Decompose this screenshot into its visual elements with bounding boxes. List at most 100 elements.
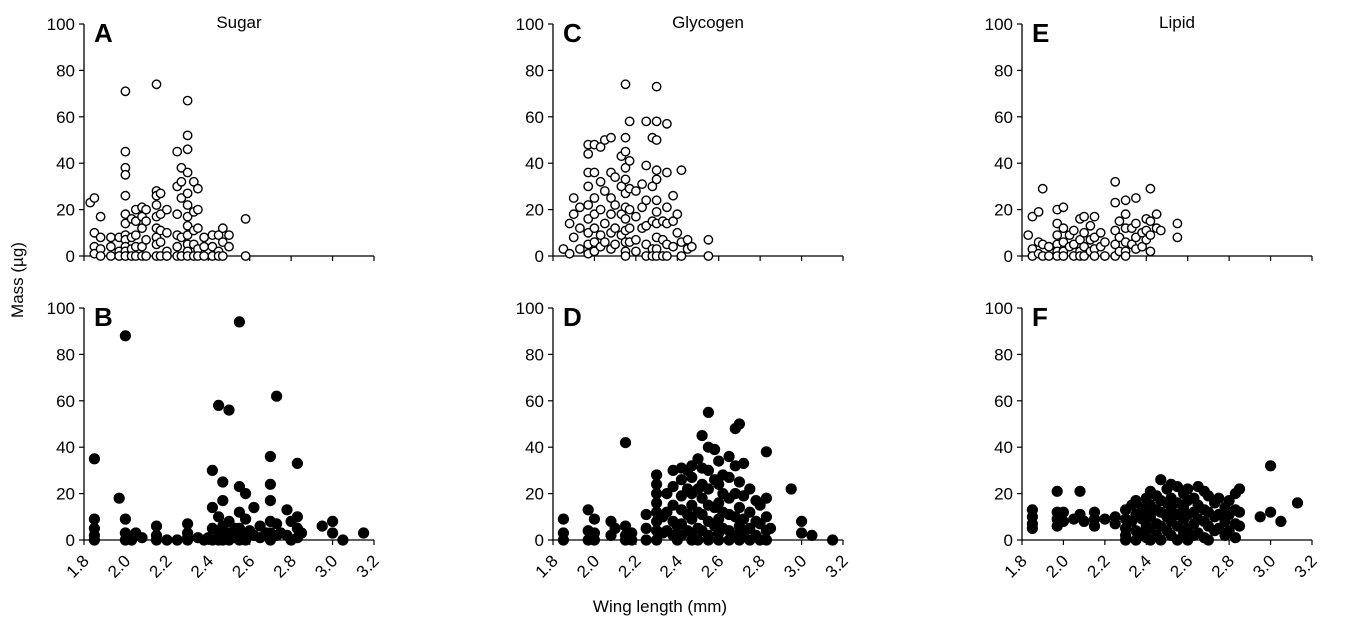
data-point bbox=[1044, 241, 1054, 252]
data-point bbox=[631, 211, 641, 222]
data-point bbox=[610, 200, 620, 210]
data-point bbox=[696, 492, 708, 504]
data-point bbox=[316, 520, 328, 532]
panel-title: Lipid bbox=[1159, 13, 1195, 32]
data-point bbox=[199, 232, 210, 243]
panel-letter: B bbox=[94, 302, 113, 332]
data-point bbox=[599, 218, 610, 229]
data-point bbox=[161, 204, 172, 215]
data-point bbox=[557, 513, 570, 525]
data-point bbox=[637, 202, 647, 213]
data-point bbox=[1155, 225, 1166, 236]
data-point bbox=[1120, 251, 1131, 261]
data-point bbox=[619, 436, 632, 449]
data-point bbox=[668, 241, 678, 252]
data-point bbox=[595, 176, 606, 187]
data-point bbox=[137, 223, 147, 234]
data-point bbox=[1155, 474, 1167, 486]
data-point bbox=[588, 513, 601, 525]
y-tick-label: 20 bbox=[525, 201, 544, 220]
data-point bbox=[106, 251, 116, 261]
data-point bbox=[1202, 490, 1215, 502]
data-point bbox=[667, 480, 679, 493]
data-point bbox=[702, 483, 715, 495]
x-tick-label: 2.2 bbox=[146, 551, 176, 581]
data-point bbox=[595, 142, 606, 152]
data-point bbox=[161, 227, 172, 238]
panel-title: Glycogen bbox=[672, 13, 744, 32]
data-point bbox=[120, 190, 131, 201]
data-point bbox=[583, 148, 594, 159]
y-tick-label: 0 bbox=[1004, 531, 1013, 550]
x-tick-label: 3.0 bbox=[311, 551, 341, 581]
data-point bbox=[217, 223, 228, 234]
data-point bbox=[130, 230, 141, 241]
x-tick-label: 3.2 bbox=[353, 551, 383, 581]
data-point bbox=[651, 165, 662, 176]
panel-a: 0 20 40 60 80 100 A Sugar bbox=[47, 13, 375, 266]
data-point bbox=[1078, 515, 1090, 528]
data-point bbox=[640, 534, 652, 546]
data-point bbox=[172, 241, 183, 252]
data-point bbox=[568, 232, 579, 243]
y-tick-label: 40 bbox=[994, 154, 1013, 173]
data-point bbox=[233, 316, 245, 328]
data-point bbox=[650, 478, 663, 490]
data-point bbox=[1120, 195, 1131, 206]
y-tick-label: 20 bbox=[56, 485, 75, 504]
data-point bbox=[1095, 227, 1106, 238]
data-point bbox=[760, 492, 773, 504]
x-tick-label: 3.0 bbox=[1249, 551, 1279, 581]
data-point bbox=[589, 223, 600, 234]
y-tick-label: 100 bbox=[516, 15, 544, 34]
data-point bbox=[662, 167, 672, 178]
data-point bbox=[764, 522, 777, 535]
data-point bbox=[113, 492, 125, 504]
data-point bbox=[651, 135, 662, 145]
data-point bbox=[692, 453, 704, 465]
data-point bbox=[661, 487, 673, 500]
data-point bbox=[1089, 251, 1100, 261]
y-tick-label: 40 bbox=[56, 438, 75, 457]
data-point bbox=[1155, 534, 1167, 546]
x-tick-label: 3.0 bbox=[780, 551, 810, 581]
y-tick-label: 0 bbox=[66, 247, 75, 266]
y-tick-label: 60 bbox=[525, 108, 544, 127]
data-point bbox=[1110, 239, 1121, 250]
data-point bbox=[88, 453, 101, 465]
data-point bbox=[637, 179, 647, 190]
y-tick-label: 20 bbox=[525, 485, 544, 504]
data-point bbox=[641, 195, 652, 206]
data-point bbox=[733, 418, 746, 430]
data-point bbox=[182, 95, 193, 106]
data-point bbox=[1100, 251, 1110, 261]
data-point bbox=[583, 181, 594, 192]
data-point bbox=[192, 183, 203, 194]
data-point bbox=[213, 399, 225, 411]
data-point bbox=[240, 487, 252, 500]
data-point bbox=[686, 471, 698, 483]
data-point bbox=[1088, 520, 1101, 532]
data-point bbox=[1026, 522, 1039, 535]
x-tick-label: 2.6 bbox=[228, 551, 258, 581]
y-tick-label: 80 bbox=[56, 345, 75, 364]
data-point bbox=[1058, 202, 1069, 213]
data-point bbox=[150, 520, 163, 532]
data-point bbox=[620, 79, 631, 90]
y-axis-title: Mass (µg) bbox=[8, 242, 27, 318]
data-point bbox=[754, 518, 766, 530]
x-tick-label: 2.0 bbox=[573, 551, 603, 581]
data-point bbox=[1265, 506, 1277, 518]
data-point bbox=[583, 200, 594, 210]
data-point bbox=[696, 508, 708, 521]
data-point bbox=[88, 534, 101, 546]
x-tick-label: 2.6 bbox=[1166, 551, 1196, 581]
data-point bbox=[1223, 525, 1235, 537]
data-point bbox=[641, 116, 652, 127]
data-point bbox=[106, 241, 116, 252]
data-point bbox=[713, 497, 725, 509]
data-point bbox=[651, 195, 662, 206]
y-tick-label: 0 bbox=[535, 531, 544, 550]
x-tick-label: 2.2 bbox=[615, 551, 645, 581]
data-point bbox=[624, 204, 635, 215]
